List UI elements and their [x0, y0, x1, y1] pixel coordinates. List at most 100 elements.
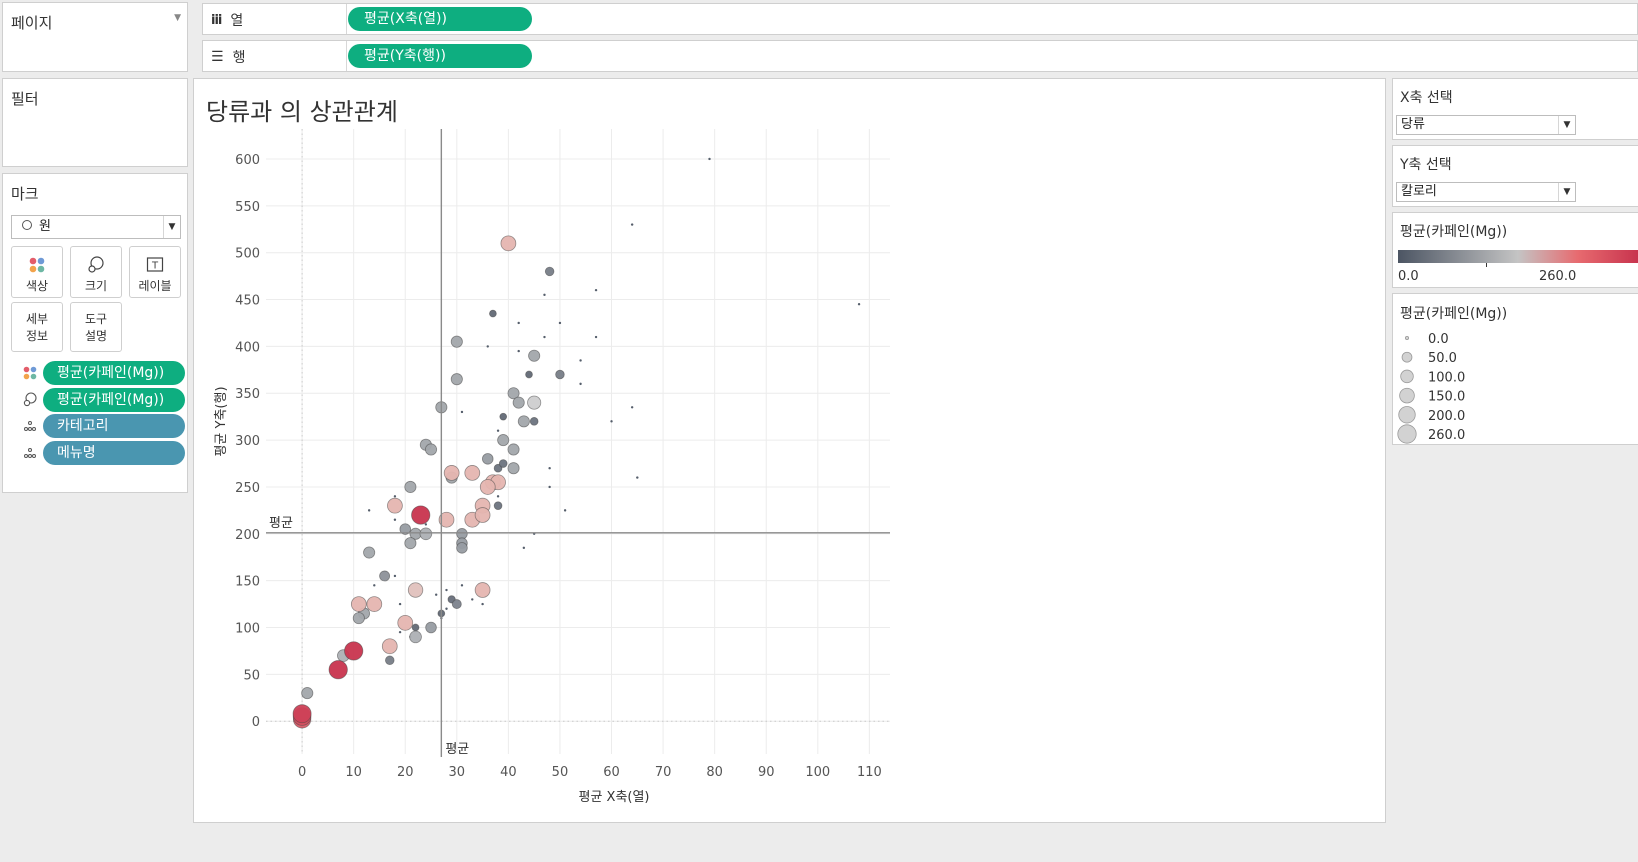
size-legend-swatch [1398, 406, 1416, 424]
color-icon [29, 257, 45, 273]
x-tick-label: 60 [603, 765, 620, 780]
x-axis-select-value: 당류 [1401, 117, 1425, 132]
data-point [398, 602, 402, 606]
size-legend-label: 50.0 [1428, 351, 1457, 366]
data-point [563, 509, 567, 512]
data-point [594, 335, 598, 339]
y-tick-label: 200 [235, 528, 260, 543]
data-point [857, 303, 861, 306]
size-field-pill[interactable]: 평균(카페인(Mg)) [43, 388, 185, 412]
color-button-label: 색상 [25, 279, 49, 293]
columns-field-pill[interactable]: 평균(X축(열)) [348, 7, 532, 31]
x-axis-select[interactable]: 당류 ▼ [1396, 115, 1576, 135]
data-point [404, 537, 417, 550]
mark-type-select[interactable]: 원 ▼ [11, 215, 181, 239]
y-tick-label: 150 [235, 575, 260, 590]
y-tick-label: 400 [235, 340, 260, 355]
data-point [500, 235, 517, 252]
data-point [486, 345, 489, 348]
data-point [367, 509, 371, 512]
rows-shelf[interactable]: ☰ 행 평균(Y축(행)) [202, 40, 1638, 72]
detail-button-label-1: 세부 [25, 312, 49, 326]
x-average-label: 평균 [445, 742, 469, 757]
tooltip-button[interactable]: 도구 설명 [70, 302, 122, 352]
columns-shelf[interactable]: iii 열 평균(X축(열)) [202, 3, 1638, 35]
data-point [393, 518, 397, 521]
data-point [464, 465, 481, 481]
x-tick-label: 80 [706, 765, 723, 780]
label-button-label: 레이블 [138, 279, 172, 293]
label-button[interactable]: T 레이블 [129, 246, 181, 298]
color-legend-max: 260.0 [1539, 269, 1577, 284]
size-icon [23, 392, 37, 407]
x-tick-label: 0 [298, 765, 306, 780]
data-point [381, 638, 398, 655]
y-tick-label: 300 [235, 434, 260, 449]
data-point [507, 443, 520, 456]
data-point [438, 511, 455, 528]
detail-button[interactable]: 세부 정보 [11, 302, 63, 352]
size-legend-swatch [1399, 387, 1415, 404]
data-point [528, 349, 541, 362]
data-point [404, 480, 417, 493]
size-legend-label: 260.0 [1428, 428, 1465, 443]
data-point [443, 465, 460, 481]
data-point [411, 623, 420, 632]
data-point [450, 335, 463, 348]
data-point [363, 546, 376, 559]
category-field-pill[interactable]: 카테고리 [43, 414, 185, 438]
y-tick-label: 50 [243, 668, 260, 683]
data-point [512, 396, 525, 409]
scatter-chart[interactable]: 0 10 20 30 40 50 60 70 80 90 100 110 0 50 100 150 200 250… [194, 79, 1384, 814]
data-point [409, 630, 422, 644]
data-point [352, 612, 365, 625]
y-axis-select[interactable]: 칼로리 ▼ [1396, 182, 1576, 202]
size-button[interactable]: 크기 [70, 246, 122, 298]
data-point [328, 660, 348, 680]
tooltip-button-label-1: 도구 [84, 312, 108, 326]
data-point [445, 588, 448, 592]
menu-name-field-pill[interactable]: 메뉴명 [43, 441, 185, 465]
y-axis-select-value: 칼로리 [1401, 184, 1437, 199]
data-point [555, 369, 565, 380]
data-point [379, 570, 391, 582]
pages-card-chevron-icon[interactable]: ▼ [174, 13, 181, 23]
pages-card-title: 페이지 [11, 14, 53, 32]
chevron-down-icon: ▼ [163, 216, 180, 238]
rows-shelf-label: 행 [232, 50, 246, 66]
data-point [481, 602, 484, 606]
data-point [366, 596, 383, 612]
data-point [630, 406, 634, 409]
filters-card[interactable]: 필터 [2, 78, 188, 167]
data-point [610, 420, 613, 423]
color-legend-title: 평균(카페인(Mg)) [1400, 224, 1508, 240]
data-point [496, 495, 500, 498]
x-tick-label: 10 [345, 765, 362, 780]
data-point [527, 395, 542, 410]
color-icon [23, 366, 37, 380]
tooltip-button-label-2: 설명 [84, 329, 108, 343]
data-point [474, 582, 491, 598]
data-point [434, 593, 438, 596]
size-legend-card: 평균(카페인(Mg)) 0.0 50.0 100.0 150.0 200.0 260.0 [1392, 293, 1638, 445]
pages-card: 페이지 ▼ [2, 2, 188, 72]
rows-field-pill[interactable]: 평균(Y축(행)) [348, 44, 532, 68]
data-point [479, 479, 496, 495]
data-point [450, 373, 463, 386]
data-point [497, 434, 510, 447]
color-field-pill[interactable]: 평균(카페인(Mg)) [43, 361, 185, 385]
data-point [543, 293, 546, 297]
y-tick-label: 500 [235, 247, 260, 262]
data-point [460, 410, 464, 414]
data-point [594, 288, 598, 292]
data-point [525, 370, 533, 379]
data-point [708, 157, 711, 161]
color-ramp-marker [1486, 263, 1487, 267]
filters-card-title: 필터 [11, 90, 39, 108]
x-tick-label: 30 [449, 765, 466, 780]
columns-icon: iii [211, 12, 222, 28]
data-point [387, 497, 403, 514]
data-point [579, 382, 582, 386]
marks-card-title: 마크 [11, 185, 39, 203]
color-button[interactable]: 색상 [11, 246, 63, 298]
